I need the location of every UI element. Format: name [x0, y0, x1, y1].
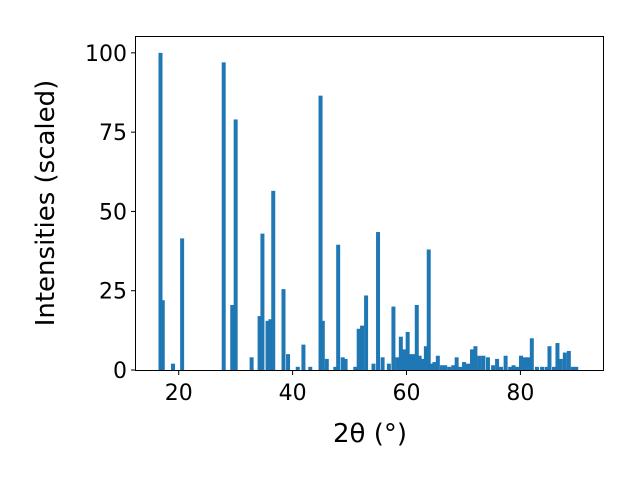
x-axis: 20 40 60 80 — [165, 370, 534, 406]
bar — [320, 320, 325, 370]
bar — [544, 366, 549, 370]
bar — [555, 343, 560, 370]
bar — [451, 365, 456, 370]
bar — [281, 289, 286, 370]
y-tick-label: 0 — [113, 359, 127, 384]
bar — [470, 349, 475, 370]
bar — [417, 355, 422, 370]
bar — [552, 366, 557, 370]
bar — [485, 357, 490, 370]
bar — [295, 366, 300, 370]
bar — [380, 357, 385, 370]
bar — [439, 365, 444, 370]
bar — [398, 336, 403, 370]
x-tick-label: 40 — [279, 381, 307, 406]
bar — [408, 354, 413, 370]
bar — [566, 350, 571, 370]
bar — [477, 355, 482, 370]
y-tick-label: 25 — [99, 280, 127, 305]
bar — [391, 306, 396, 370]
bar — [318, 95, 323, 371]
y-tick-label: 100 — [85, 42, 127, 67]
bar — [265, 320, 270, 370]
x-axis-label: 2θ (°) — [333, 419, 407, 449]
bar — [570, 366, 575, 370]
bar — [420, 358, 425, 370]
bar — [324, 358, 329, 370]
bar — [435, 355, 440, 370]
bar — [462, 362, 467, 370]
bar — [405, 331, 410, 370]
bar — [221, 62, 226, 371]
bar — [402, 349, 407, 370]
bar — [526, 357, 531, 370]
bar — [271, 190, 276, 370]
y-axis: 0 25 50 75 100 — [85, 42, 136, 384]
bar — [429, 363, 433, 370]
bar — [360, 325, 365, 370]
bar — [466, 363, 471, 370]
bar — [371, 363, 376, 370]
bar — [158, 52, 163, 371]
bar — [257, 316, 262, 370]
bar — [426, 249, 431, 370]
bar — [260, 233, 265, 370]
bar — [447, 366, 452, 370]
bar — [268, 319, 273, 370]
bar — [503, 355, 508, 370]
bar — [508, 366, 513, 370]
bar — [515, 366, 519, 370]
bar — [353, 366, 358, 370]
bar — [171, 363, 176, 370]
bar — [386, 363, 391, 370]
bar — [534, 366, 539, 370]
bar — [356, 328, 361, 370]
bar — [558, 358, 563, 370]
bar — [491, 365, 496, 370]
bar — [519, 355, 523, 370]
bar — [432, 362, 437, 370]
bar — [529, 338, 534, 370]
bar — [511, 365, 516, 370]
x-tick-label: 20 — [165, 381, 193, 406]
bar — [547, 346, 552, 370]
bar — [230, 304, 235, 370]
plot-frame — [135, 36, 604, 371]
bar — [481, 355, 486, 370]
bar — [414, 304, 419, 370]
y-tick-label: 75 — [99, 121, 127, 146]
bar — [308, 366, 313, 370]
bar — [473, 346, 478, 370]
bar — [160, 300, 165, 370]
bar — [423, 346, 428, 370]
y-axis-label: Intensities (scaled) — [31, 80, 61, 327]
bar — [286, 354, 291, 370]
bar — [180, 238, 185, 370]
bar — [562, 352, 567, 370]
bar — [499, 366, 504, 370]
bar — [376, 232, 381, 370]
bar — [301, 344, 306, 370]
y-tick-label: 50 — [99, 200, 127, 225]
bar — [540, 366, 545, 370]
bar — [395, 357, 400, 370]
bar — [233, 119, 238, 371]
bar — [495, 358, 500, 370]
bar — [454, 357, 459, 370]
bar — [574, 366, 579, 370]
bar — [364, 295, 369, 370]
bars-group — [158, 52, 579, 371]
bar — [411, 354, 416, 370]
bar — [249, 357, 254, 370]
x-tick-label: 60 — [393, 381, 421, 406]
bar — [333, 366, 338, 370]
bar — [522, 357, 527, 370]
bar — [343, 358, 348, 370]
bar — [443, 365, 448, 370]
bar — [340, 357, 345, 370]
x-tick-label: 80 — [506, 381, 534, 406]
bar — [336, 244, 341, 370]
bar — [458, 366, 463, 370]
